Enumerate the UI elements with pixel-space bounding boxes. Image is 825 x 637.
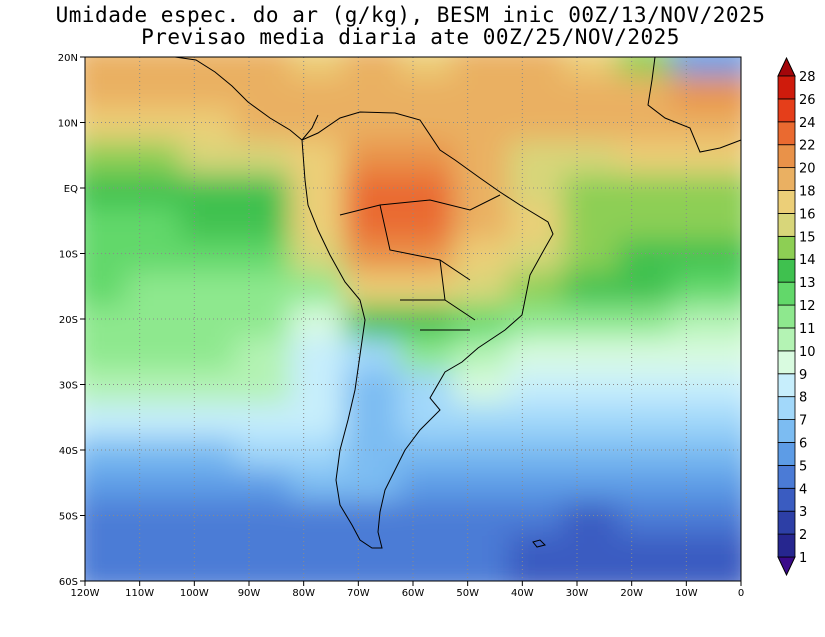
south-america-outline <box>301 111 554 549</box>
colorbar-label: 18 <box>799 185 816 200</box>
colorbar-label: 28 <box>799 70 816 85</box>
colorbar-swatch <box>777 167 796 191</box>
colorbar-swatch <box>777 396 796 420</box>
colorbar-label: 14 <box>799 253 816 268</box>
lon-label: 120W <box>71 588 100 599</box>
lon-label: 90W <box>238 588 261 599</box>
lat-label: 30S <box>59 381 78 392</box>
brazil-borders <box>339 194 501 331</box>
colorbar-label: 15 <box>799 230 816 245</box>
coastline <box>174 56 742 549</box>
colorbar-swatch <box>777 487 796 512</box>
colorbar-label: 16 <box>799 207 816 222</box>
latitude-axis: 20N 10N EQ 10S 20S 30S 40S 50S 60S <box>58 53 85 588</box>
africa-outline <box>647 56 742 153</box>
colorbar-swatch <box>777 235 796 260</box>
lon-label: 10W <box>675 588 698 599</box>
lat-label: 10N <box>58 119 78 130</box>
colorbar-min-arrow <box>777 556 796 577</box>
lon-label: 20W <box>620 588 643 599</box>
lat-label: 40S <box>59 446 78 457</box>
colorbar-label: 8 <box>799 391 807 406</box>
colorbar-label: 20 <box>799 162 816 177</box>
lat-label: EQ <box>64 184 78 195</box>
colorbar-label: 7 <box>799 414 807 429</box>
longitude-axis: 120W 110W 100W 90W 80W 70W 60W 50W 40W 30W 20W 10W 0 <box>71 581 744 599</box>
colorbar-swatch <box>777 350 796 375</box>
colorbar-label: 6 <box>799 436 807 451</box>
colorbar-swatch <box>777 419 796 443</box>
colorbar-swatch <box>777 144 796 169</box>
colorbar-label: 24 <box>799 116 816 131</box>
colorbar-swatch <box>777 373 796 398</box>
colorbar-label: 9 <box>799 368 807 383</box>
colorbar-swatch <box>777 442 796 466</box>
lat-label: 10S <box>59 250 78 261</box>
colorbar-label: 11 <box>799 322 816 337</box>
lat-label: 20S <box>59 315 78 326</box>
central-america-outline <box>174 56 319 141</box>
colorbar-label: 5 <box>799 459 807 474</box>
colorbar-swatch <box>777 213 796 237</box>
colorbar-label: 26 <box>799 93 816 108</box>
colorbar-swatch <box>777 258 796 283</box>
map-title: Umidade espec. do ar (g/kg), BESM inic 0… <box>55 3 766 27</box>
lat-label: 60S <box>59 577 78 588</box>
colorbar-swatch <box>777 304 796 329</box>
colorbar-swatch <box>777 327 796 352</box>
lon-label: 100W <box>180 588 209 599</box>
lon-label: 70W <box>347 588 370 599</box>
colorbar-swatch <box>777 533 796 558</box>
colorbar-swatch <box>777 121 796 146</box>
colorbar-max-arrow <box>777 56 796 77</box>
colorbar-swatch <box>777 98 796 123</box>
lon-label: 110W <box>125 588 154 599</box>
lat-label: 50S <box>59 512 78 523</box>
lon-label: 60W <box>402 588 425 599</box>
map-subtitle: Previsao media diaria ate 00Z/25/NOV/202… <box>141 25 680 49</box>
colorbar-swatch <box>777 281 796 306</box>
falklands-outline <box>532 539 546 548</box>
colorbar-label: 3 <box>799 505 807 520</box>
colorbar-label: 10 <box>799 345 816 360</box>
colorbar-label: 12 <box>799 299 816 314</box>
colorbar-swatch <box>777 75 796 100</box>
lat-label: 20N <box>58 53 78 64</box>
lon-label: 50W <box>456 588 479 599</box>
colorbar-swatch <box>777 464 796 489</box>
graticule <box>85 57 741 581</box>
colorbar-label: 13 <box>799 276 816 291</box>
lon-label: 40W <box>511 588 534 599</box>
colorbar-swatch <box>777 190 796 214</box>
lon-label: 80W <box>292 588 315 599</box>
colorbar-label: 22 <box>799 139 816 154</box>
colorbar-label: 1 <box>799 551 807 566</box>
field-cell <box>672 534 741 581</box>
colorbar-swatch <box>777 510 796 535</box>
lon-label: 0 <box>738 588 744 599</box>
colorbar-label: 2 <box>799 528 807 543</box>
colorbar-label: 4 <box>799 482 807 497</box>
lon-label: 30W <box>566 588 589 599</box>
